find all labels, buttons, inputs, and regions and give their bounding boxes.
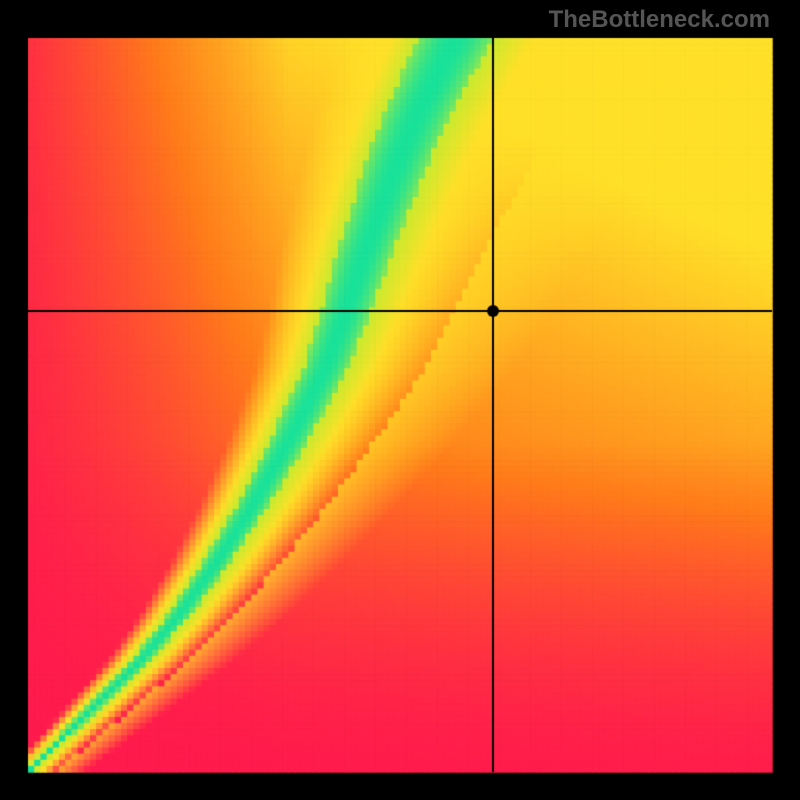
chart-container: TheBottleneck.com bbox=[0, 0, 800, 800]
heatmap-canvas bbox=[0, 0, 800, 800]
watermark-text: TheBottleneck.com bbox=[549, 6, 770, 34]
